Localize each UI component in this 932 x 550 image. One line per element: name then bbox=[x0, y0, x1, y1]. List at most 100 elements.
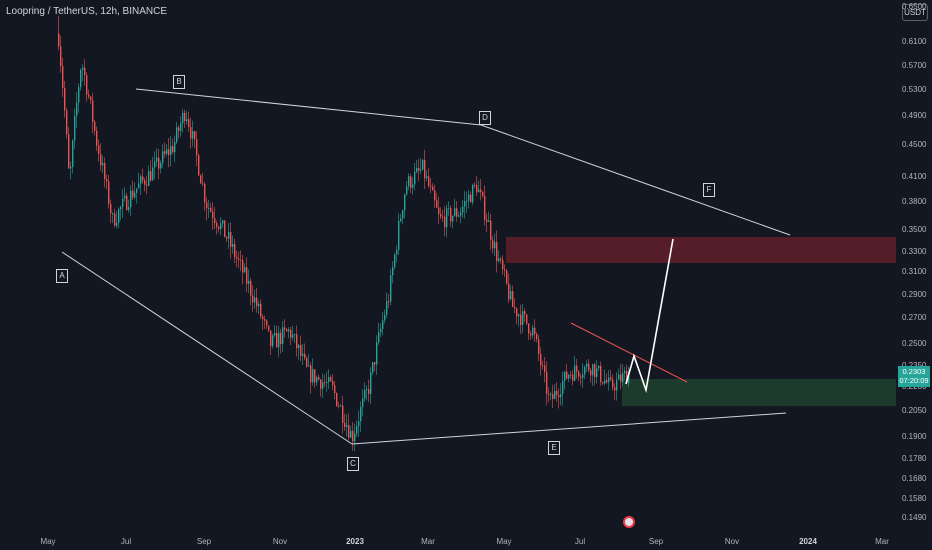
candle-body bbox=[296, 334, 298, 349]
candle-body bbox=[468, 194, 470, 201]
candle-body bbox=[412, 184, 414, 188]
candle-body bbox=[236, 257, 238, 259]
point-label-c: C bbox=[347, 457, 359, 471]
candle-body bbox=[404, 194, 406, 211]
candle-body bbox=[360, 407, 362, 422]
exchange-logo-icon[interactable] bbox=[623, 516, 635, 528]
candle-body bbox=[462, 206, 464, 213]
candle-body bbox=[142, 176, 144, 181]
candle-body bbox=[352, 430, 354, 442]
candle-body bbox=[272, 335, 274, 347]
candle-body bbox=[148, 171, 150, 186]
candle-body bbox=[628, 372, 630, 383]
trendline-lower-ce[interactable] bbox=[351, 412, 787, 445]
candle-body bbox=[164, 151, 166, 154]
candle-body bbox=[86, 75, 88, 95]
candle-body bbox=[264, 319, 266, 321]
point-label-b: B bbox=[173, 75, 185, 89]
candle-body bbox=[116, 222, 118, 226]
candle-body bbox=[600, 365, 602, 382]
candle-body bbox=[240, 259, 242, 261]
candle-body bbox=[364, 389, 366, 399]
candle-body bbox=[578, 371, 580, 377]
candle-body bbox=[78, 87, 80, 103]
candle-body bbox=[448, 208, 450, 209]
trendline-upper-df[interactable] bbox=[480, 124, 791, 236]
candle-body bbox=[598, 365, 600, 369]
candle-body bbox=[602, 381, 604, 384]
candle-body bbox=[114, 213, 116, 226]
candle-body bbox=[460, 212, 462, 216]
candle-body bbox=[470, 194, 472, 203]
candle-body bbox=[318, 377, 320, 380]
candle-body bbox=[392, 267, 394, 276]
candle-body bbox=[586, 363, 588, 368]
candle-body bbox=[74, 116, 76, 141]
candle-body bbox=[480, 189, 482, 192]
trendline-lower-ac[interactable] bbox=[61, 251, 353, 445]
price-tick: 0.3500 bbox=[902, 225, 927, 234]
candle-body bbox=[526, 314, 528, 324]
candle-body bbox=[472, 184, 474, 203]
candle-body bbox=[200, 175, 202, 184]
candle-body bbox=[72, 140, 74, 167]
candle-body bbox=[286, 329, 288, 332]
candle-body bbox=[366, 389, 368, 390]
projection-path[interactable] bbox=[625, 238, 674, 394]
candle-body bbox=[362, 398, 364, 408]
resistance-zone[interactable] bbox=[506, 237, 896, 263]
candle-body bbox=[102, 163, 104, 166]
time-tick: Nov bbox=[272, 537, 288, 546]
time-tick: May bbox=[496, 537, 512, 546]
candle-body bbox=[390, 275, 392, 302]
price-tick: 0.5300 bbox=[902, 85, 927, 94]
candle-body bbox=[596, 368, 598, 377]
candle-body bbox=[64, 88, 66, 111]
candle-body bbox=[106, 179, 108, 182]
candle-body bbox=[310, 365, 312, 383]
candle-body bbox=[344, 422, 346, 428]
candle-body bbox=[138, 183, 140, 189]
local-resistance-line[interactable] bbox=[570, 322, 688, 383]
candle-body bbox=[508, 283, 510, 300]
candle-body bbox=[216, 222, 218, 227]
candle-body bbox=[104, 163, 106, 180]
candle-body bbox=[444, 216, 446, 228]
time-tick: Mar bbox=[421, 537, 435, 546]
point-label-a: A bbox=[56, 269, 68, 283]
candle-body bbox=[276, 333, 278, 348]
candle-body bbox=[574, 365, 576, 381]
candle-body bbox=[540, 353, 542, 366]
price-scale[interactable]: 0.6500 0.6100 0.5700 0.5300 0.4900 0.4500 0.41… bbox=[896, 0, 932, 530]
candle-body bbox=[560, 394, 562, 398]
support-zone[interactable] bbox=[622, 379, 896, 406]
currency-selector[interactable]: USDT bbox=[902, 4, 928, 21]
candle-body bbox=[518, 314, 520, 317]
candle-body bbox=[60, 46, 62, 67]
trendline-upper-ab[interactable] bbox=[135, 88, 482, 126]
candle-body bbox=[570, 374, 572, 376]
price-tick: 0.6100 bbox=[902, 37, 927, 46]
candle-body bbox=[432, 186, 434, 191]
time-tick: Nov bbox=[724, 537, 740, 546]
candle-body bbox=[150, 171, 152, 181]
candle-body bbox=[426, 176, 428, 179]
candle-body bbox=[572, 374, 574, 381]
candle-body bbox=[314, 369, 316, 383]
candle-body bbox=[232, 243, 234, 247]
candle-body bbox=[458, 215, 460, 217]
candle-body bbox=[464, 200, 466, 207]
candle-body bbox=[202, 183, 204, 185]
candle-body bbox=[568, 374, 570, 379]
candle-body bbox=[420, 169, 422, 171]
candle-body bbox=[88, 94, 90, 97]
candle-body bbox=[378, 332, 380, 343]
candle-body bbox=[346, 425, 348, 428]
candle-body bbox=[98, 145, 100, 155]
candle-body bbox=[338, 405, 340, 407]
candle-body bbox=[524, 311, 526, 315]
candle-body bbox=[454, 208, 456, 216]
candle-body bbox=[594, 364, 596, 377]
last-price: 0.2303 bbox=[902, 367, 926, 376]
